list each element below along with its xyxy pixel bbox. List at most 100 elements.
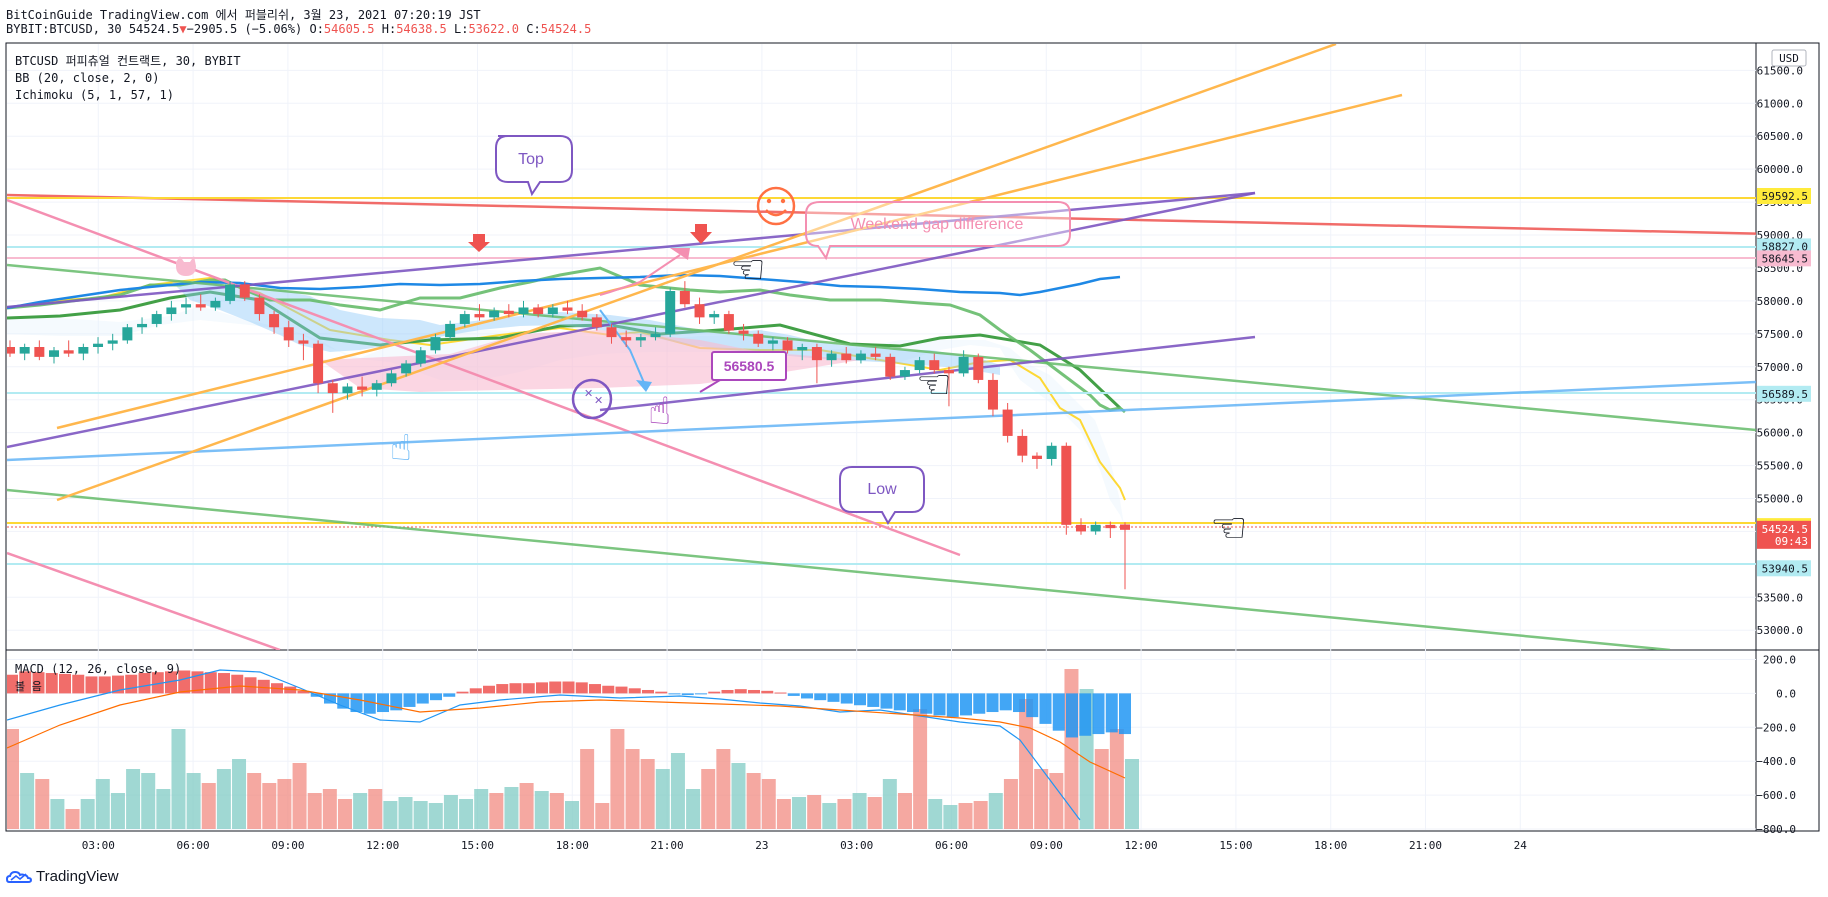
time-axis[interactable]: 03:00 06:00 09:00 12:00 15:00 18:00 21:00 23 03:… [82,839,1528,852]
trendline-purple-mid [599,335,1256,412]
currency-badge[interactable] [1771,49,1807,67]
candle-body [386,373,397,384]
candle-body [1090,524,1101,532]
macd-histogram-bar [363,693,376,714]
volume-bar [307,793,322,829]
high-value: 54638.5 [396,22,447,36]
macd-tick-label: 0.0 [1776,687,1796,700]
candle-body [357,386,368,390]
candle-body [269,314,280,328]
macd-tick-label: −200.0 [1756,721,1796,734]
volume-bar [928,799,943,829]
volume-bar [565,801,579,829]
macd-histogram-bar [32,672,45,694]
macd-histogram-bar [218,673,230,694]
volume-bar [897,793,912,829]
macd-histogram-bar [244,677,257,694]
arrow-pink-up-head [670,248,690,260]
price-tick-label: 60000.0 [1757,163,1803,176]
candle-body [298,340,309,344]
volume-bar [595,803,610,829]
top-label: Top [518,151,544,168]
candle-body [577,310,588,318]
macd-histogram-bar [231,674,244,694]
macd-histogram-bar [297,690,310,694]
candle-body [1105,524,1116,529]
volume-bar [20,773,35,829]
volume-bar [247,773,262,829]
price-tick-label: 58000.0 [1757,295,1803,308]
candle-body [841,353,852,361]
tradingview-logo[interactable]: TradingView [6,868,119,885]
grid [7,44,1756,830]
macd-axis[interactable]: 200.0 0.0 −200.0 −400.0 −600.0 −800.0 [1756,653,1796,836]
candle-body [371,383,382,390]
trendline-purple-top [7,191,1256,309]
candle-body [1031,455,1042,459]
smiley-eye-right [780,198,786,204]
legend-symbol[interactable]: BTCUSD 퍼피츄얼 컨트랙트, 30, BYBIT [15,54,241,68]
low-label: Low [867,481,897,498]
hand-pointing-up-icon: ☝ [390,427,412,468]
legend-macd[interactable]: MACD (12, 26, close, 9) [15,662,181,676]
volume-bar [186,773,201,829]
macd-histogram-bar [72,674,85,694]
candle-body [899,370,910,377]
candle-body [709,314,720,318]
volume-bar [292,763,307,829]
time-tick-label: 03:00 [840,839,873,852]
volume-bar [1109,729,1124,829]
volume-bar [519,783,534,829]
candle-body [738,330,749,334]
candle-body [489,310,500,318]
macd-histogram-bar [589,684,601,694]
macd-histogram-bar [98,676,111,694]
price-tag-label: 59592.5 [1762,190,1808,203]
price-axis[interactable]: 53000.053500.054000.054500.055000.055500… [1757,64,1803,637]
candle-body [7,347,15,354]
volume-bar [110,793,125,829]
time-tick-label: 06:00 [177,839,210,852]
macd-histogram-bar [496,684,509,694]
time-tick-label: 18:00 [556,839,589,852]
price-tag [1757,560,1811,577]
candle-body [474,314,485,318]
trendline-orange-upper [56,44,1337,502]
macd-histogram-bar [1013,693,1025,713]
macd-histogram-bar [284,686,297,694]
macd-histogram-bar [1092,693,1105,735]
candle-body [1120,524,1130,530]
macd-histogram-bar [377,693,389,713]
price-tag-label: 58645.5 [1762,252,1808,265]
macd-histogram-bar [112,675,124,694]
macd-histogram-bar [204,672,217,694]
macd-histogram-bar [748,689,760,694]
price-tick-label: 55000.0 [1757,493,1803,506]
time-tick-label: 15:00 [461,839,494,852]
pig-icon [176,256,196,276]
down-arrow-icon: ▼ [179,22,187,36]
volume-bar [262,783,277,829]
volume-bar [7,729,19,829]
price-note-box [711,351,787,381]
candle-body [679,291,690,305]
macd-histogram-bar [999,693,1012,711]
time-tick-label: 23 [755,839,768,852]
legend-bb[interactable]: BB (20, close, 2, 0) [15,71,160,85]
hand-pointing-up-icon-purple: ☝ [648,391,671,433]
candle-body [591,317,602,328]
candle-body [166,307,177,315]
candle-body [826,353,837,361]
volume-bar [701,769,716,829]
main-pane [7,44,1756,650]
time-tick-label: 15:00 [1219,839,1252,852]
trendline-green-upper [7,263,1756,432]
legend-collapse[interactable]: 볼 음 [15,680,42,693]
legend-ichimoku[interactable]: Ichimoku (5, 1, 57, 1) [15,88,174,102]
candle-body [254,297,265,315]
volume-bars [7,669,1139,829]
signal-line [7,685,1126,779]
candle-body [694,304,705,318]
candle-body [797,347,808,351]
